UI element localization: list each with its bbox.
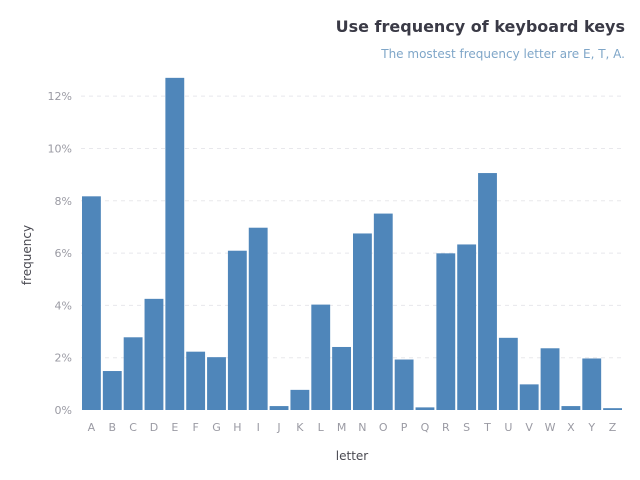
x-tick-label: Y [587,421,595,434]
x-tick-label: Z [609,421,617,434]
bar-m [332,346,351,410]
x-tick-label: O [379,421,388,434]
y-tick-label: 6% [55,247,72,260]
y-tick-label: 8% [55,195,72,208]
x-tick-label: J [276,421,280,434]
bar-v [519,384,539,410]
x-tick-label: F [192,421,198,434]
bar-a [82,196,101,410]
x-tick-label: S [463,421,470,434]
x-tick-label: B [108,421,116,434]
x-axis-label: letter [336,449,369,463]
bar-j [269,406,289,410]
y-tick-label: 10% [48,142,72,155]
bar-i [248,227,268,410]
bar-z [603,408,622,410]
x-tick-label: V [525,421,533,434]
bar-f [186,351,206,410]
x-tick-label: T [483,421,491,434]
bar-c [123,337,143,410]
bar-h [227,250,247,410]
bar-p [394,359,414,410]
x-tick-label: N [358,421,366,434]
x-tick-label: H [233,421,241,434]
y-tick-label: 12% [48,90,72,103]
x-tick-label: R [442,421,450,434]
x-tick-label: E [171,421,178,434]
x-tick-label: A [88,421,96,434]
bar-y [582,358,602,410]
x-tick-label: I [257,421,260,434]
chart-title: Use frequency of keyboard keys [335,17,625,36]
y-tick-label: 0% [55,404,72,417]
y-axis-ticks: 0% 2% 4% 6% 8% 10% 12% [48,90,72,417]
bar-q [415,407,435,410]
chart-subtitle: The mostest frequency letter are E, T, A… [381,47,625,61]
bar-g [207,357,226,410]
bar-t [478,173,497,410]
y-tick-label: 4% [55,299,72,312]
bar-l [311,304,331,410]
x-tick-label: Q [421,421,430,434]
y-tick-label: 2% [55,352,72,365]
bar-w [540,348,560,410]
x-tick-label: K [296,421,304,434]
bar-u [498,337,518,410]
x-tick-label: X [567,421,575,434]
bar-k [290,389,310,410]
x-tick-label: W [545,421,556,434]
x-tick-label: M [337,421,347,434]
bar-x [561,406,581,410]
x-tick-label: D [150,421,158,434]
x-tick-label: C [129,421,137,434]
bar-s [457,244,477,410]
bar-e [165,77,185,410]
x-tick-label: U [504,421,512,434]
x-tick-label: L [318,421,325,434]
bar-n [353,233,372,410]
bar-r [436,253,456,410]
bar-o [373,213,393,410]
y-axis-label: frequency [20,225,34,285]
bar-layer [82,77,622,410]
x-tick-label: G [212,421,221,434]
bar-d [144,298,164,410]
bar-b [102,371,122,410]
x-tick-label: P [401,421,408,434]
